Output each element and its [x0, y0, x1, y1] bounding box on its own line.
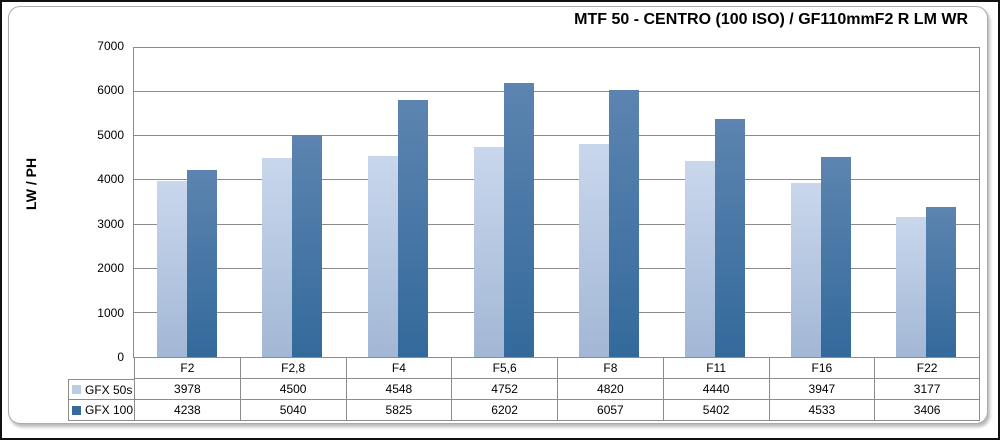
- legend-label: GFX 100: [85, 403, 134, 417]
- value-cell-gfx100-f56: 6202: [451, 400, 557, 421]
- value-cell-gfx50s-f11: 4440: [662, 379, 769, 400]
- y-tick-label: 5000: [97, 127, 124, 142]
- y-tick-label: 1000: [97, 305, 124, 320]
- bar-pair-f4: [368, 48, 429, 357]
- bar-gfx50s-f56: [473, 147, 504, 357]
- bar-pair-f28: [262, 48, 323, 357]
- value-cell-gfx100-f22: 3406: [874, 400, 980, 421]
- bar-gfx100-f4: [398, 99, 429, 357]
- value-cell-gfx100-f16: 4533: [768, 400, 875, 421]
- bar-gfx100-f28: [292, 134, 323, 357]
- category-header-f4: F4: [345, 358, 452, 379]
- gridline: [134, 179, 979, 181]
- bar-gfx50s-f22: [896, 216, 927, 357]
- bar-gfx50s-f8: [579, 144, 610, 357]
- y-tick-label: 0: [117, 350, 124, 364]
- value-cell-gfx50s-f8: 4820: [557, 379, 663, 400]
- value-cell-gfx50s-f16: 3947: [768, 379, 875, 400]
- y-axis-title: LW / PH: [23, 157, 39, 210]
- value-cell-gfx100-f11: 5402: [662, 400, 769, 421]
- gridline: [134, 311, 979, 313]
- legend-cell-gfx50s: GFX 50s: [68, 379, 134, 400]
- bar-gfx100-f8: [609, 89, 640, 357]
- table-corner-spacer: [68, 358, 134, 379]
- gridline: [134, 135, 979, 137]
- y-tick-label: 4000: [97, 172, 124, 187]
- category-header-f56: F5,6: [451, 358, 557, 379]
- category-header-f2: F2: [134, 358, 240, 379]
- bar-gfx50s-f16: [790, 182, 821, 357]
- category-header-f16: F16: [768, 358, 875, 379]
- bar-gfx50s-f28: [262, 158, 293, 357]
- legend-cell-gfx100: GFX 100: [68, 400, 134, 421]
- category-header-f11: F11: [662, 358, 769, 379]
- legend-swatch-gfx50s: [72, 385, 81, 394]
- category-header-f8: F8: [557, 358, 663, 379]
- bar-gfx100-f16: [820, 156, 851, 357]
- bar-gfx50s-f4: [368, 156, 399, 357]
- y-tick-label: 2000: [97, 261, 124, 276]
- bar-pair-f8: [579, 48, 640, 357]
- bar-pair-f11: [684, 48, 745, 357]
- value-cell-gfx100-f8: 6057: [557, 400, 663, 421]
- bar-gfx50s-f2: [156, 181, 187, 357]
- bar-gfx50s-f11: [684, 161, 715, 357]
- y-tick-label: 7000: [97, 39, 124, 53]
- y-tick-label: 3000: [97, 216, 124, 231]
- bar-gfx100-f2: [186, 169, 217, 357]
- value-cell-gfx100-f4: 5825: [345, 400, 452, 421]
- gridline: [134, 223, 979, 225]
- value-cell-gfx50s-f56: 4752: [451, 379, 557, 400]
- bar-gfx100-f22: [926, 206, 957, 357]
- value-cell-gfx50s-f2: 3978: [134, 379, 240, 400]
- bar-pair-f22: [896, 48, 957, 357]
- chart-title: MTF 50 - CENTRO (100 ISO) / GF110mmF2 R …: [574, 11, 968, 28]
- bar-pair-f2: [156, 48, 217, 357]
- value-cell-gfx50s-f22: 3177: [874, 379, 980, 400]
- value-cell-gfx100-f2: 4238: [134, 400, 240, 421]
- plot-area: [133, 47, 980, 358]
- y-tick-label: 6000: [97, 83, 124, 98]
- legend-label: GFX 50s: [85, 382, 133, 397]
- category-header-f28: F2,8: [239, 358, 346, 379]
- bar-pair-f16: [790, 48, 851, 357]
- legend-swatch-gfx100: [72, 405, 81, 415]
- data-table: F2 F2,8 F4 F5,6 F8 F11 F16 F22 GFX 50s 3978 4500 45…: [68, 358, 980, 421]
- value-cell-gfx50s-f4: 4548: [345, 379, 452, 400]
- bar-gfx100-f11: [714, 118, 745, 357]
- gridline: [134, 267, 979, 269]
- gridline: [134, 91, 979, 93]
- value-cell-gfx100-f28: 5040: [239, 400, 346, 421]
- value-cell-gfx50s-f28: 4500: [239, 379, 346, 400]
- category-header-f22: F22: [874, 358, 980, 379]
- bar-pair-f56: [473, 48, 534, 357]
- bar-gfx100-f56: [503, 83, 534, 357]
